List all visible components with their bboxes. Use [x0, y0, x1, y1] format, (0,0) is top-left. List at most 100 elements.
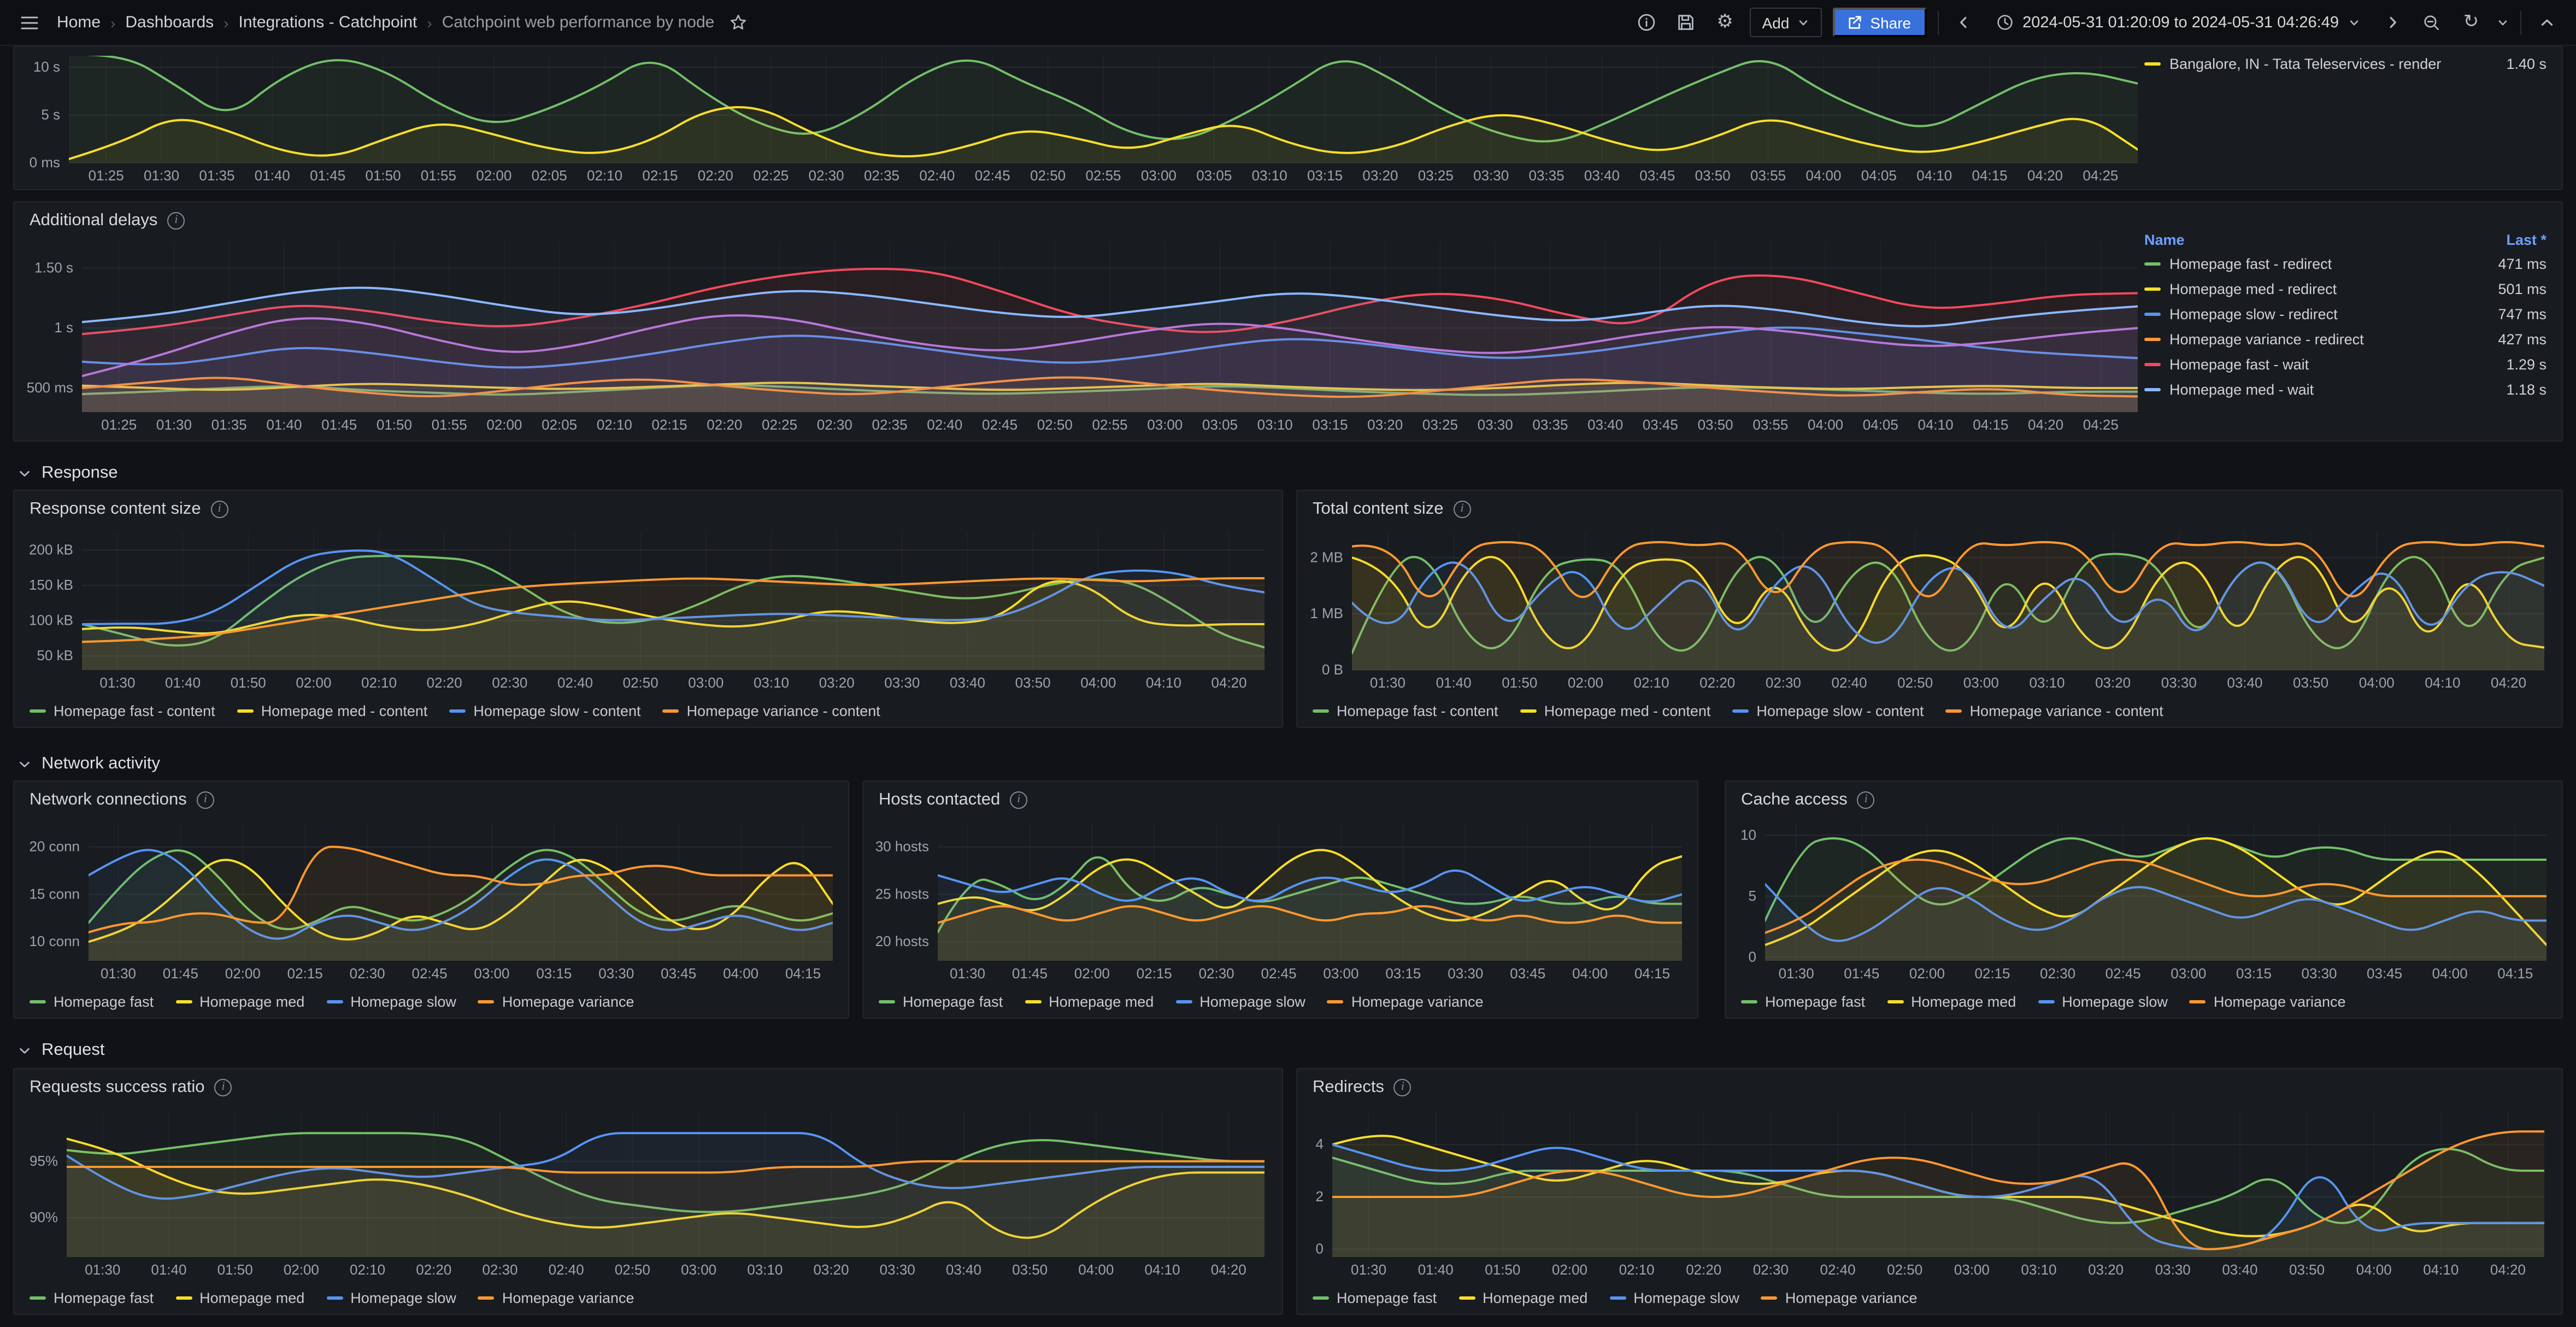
- svg-text:04:00: 04:00: [1808, 416, 1843, 433]
- breadcrumb-dashboards[interactable]: Dashboards: [125, 13, 214, 32]
- legend-item[interactable]: Homepage slow - content: [1732, 703, 1924, 719]
- legend-row[interactable]: Homepage variance - redirect 427 ms: [2142, 327, 2549, 352]
- legend-item[interactable]: Homepage med - content: [237, 703, 427, 719]
- legend-item[interactable]: Homepage fast: [879, 994, 1003, 1010]
- series-name: Homepage variance: [2213, 994, 2346, 1010]
- series-name: Homepage med - wait: [2169, 381, 2314, 398]
- panel-header[interactable]: Hosts contacted i: [863, 782, 1697, 812]
- info-icon[interactable]: i: [210, 501, 228, 518]
- legend-row[interactable]: Bangalore, IN - Tata Teleservices - rend…: [2142, 51, 2549, 77]
- breadcrumb-home[interactable]: Home: [57, 13, 101, 32]
- menu-icon[interactable]: [15, 8, 44, 37]
- legend-item[interactable]: Homepage slow: [1609, 1290, 1739, 1306]
- legend-item[interactable]: Homepage med: [1025, 994, 1154, 1010]
- info-icon[interactable]: i: [1010, 791, 1028, 809]
- time-shift-back-icon[interactable]: [1949, 8, 1978, 37]
- legend-row[interactable]: Homepage med - wait 1.18 s: [2142, 377, 2549, 402]
- panel-header[interactable]: Cache access i: [1726, 782, 2562, 812]
- legend-item[interactable]: Homepage med: [175, 994, 304, 1010]
- render-time-chart[interactable]: 0 ms 5 s 10 s 01:25 01:30 01:35 01:40 01:45 01:5…: [21, 49, 2146, 187]
- legend-item[interactable]: Homepage fast: [30, 1290, 154, 1306]
- legend-item[interactable]: Homepage slow: [2038, 994, 2168, 1010]
- legend-header-name[interactable]: Name: [2144, 232, 2185, 248]
- svg-text:02:10: 02:10: [1619, 1261, 1655, 1278]
- panel-header[interactable]: Redirects i: [1297, 1069, 2562, 1100]
- legend-item[interactable]: Homepage fast: [1741, 994, 1865, 1010]
- svg-text:02:00: 02:00: [225, 965, 261, 982]
- legend-item[interactable]: Homepage med: [175, 1290, 304, 1306]
- info-icon[interactable]: i: [196, 791, 214, 809]
- legend-item[interactable]: Homepage fast - content: [30, 703, 215, 719]
- dashboard-insights-icon[interactable]: [1632, 8, 1661, 37]
- breadcrumb-integrations-catchpoint[interactable]: Integrations - Catchpoint: [238, 13, 417, 32]
- svg-text:02:00: 02:00: [476, 167, 511, 184]
- dashboard-settings-icon[interactable]: ⚙: [1716, 11, 1733, 33]
- legend-item[interactable]: Homepage slow - content: [449, 703, 641, 719]
- response-content-chart[interactable]: 50 kB 100 kB 150 kB 200 kB 01:30 01:40 01:50 02…: [21, 526, 1273, 694]
- legend-row[interactable]: Homepage med - redirect 501 ms: [2142, 277, 2549, 302]
- info-icon[interactable]: i: [1857, 791, 1875, 809]
- legend-item[interactable]: Homepage fast: [30, 994, 154, 1010]
- legend-item[interactable]: Homepage slow: [326, 1290, 456, 1306]
- refresh-icon[interactable]: ↻: [2463, 11, 2479, 33]
- legend-item[interactable]: Homepage slow: [1175, 994, 1305, 1010]
- info-icon[interactable]: i: [1453, 501, 1471, 518]
- zoom-out-icon[interactable]: [2418, 8, 2446, 37]
- panel-header[interactable]: Additional delays i: [14, 202, 2562, 233]
- svg-text:01:35: 01:35: [211, 416, 247, 433]
- legend-item[interactable]: Homepage slow: [326, 994, 456, 1010]
- series-area: [89, 850, 833, 961]
- series-area: [67, 1133, 1265, 1257]
- section-response[interactable]: Response: [17, 463, 118, 483]
- breadcrumb: Home › Dashboards › Integrations - Catch…: [57, 8, 752, 37]
- share-button[interactable]: Share: [1833, 8, 1927, 37]
- save-dashboard-icon[interactable]: [1672, 8, 1700, 37]
- info-icon[interactable]: i: [167, 212, 185, 230]
- legend-item[interactable]: Homepage med: [1458, 1290, 1587, 1306]
- legend-item[interactable]: Homepage med - content: [1520, 703, 1710, 719]
- hosts-contacted-chart[interactable]: 20 hosts 25 hosts 30 hosts 01:30 01:45 02:00 0…: [870, 817, 1691, 985]
- legend-item[interactable]: Homepage variance - content: [662, 703, 880, 719]
- legend-item[interactable]: Homepage med: [1887, 994, 2016, 1010]
- add-button[interactable]: Add: [1750, 8, 1822, 37]
- legend-item[interactable]: Homepage variance: [1327, 994, 1484, 1010]
- legend-row[interactable]: Homepage fast - wait 1.29 s: [2142, 352, 2549, 377]
- panel-header[interactable]: Total content size i: [1297, 491, 2562, 521]
- panel-requests-success-ratio: Requests success ratio i 90% 95% 01:30 01:4…: [13, 1068, 1283, 1315]
- time-range-picker[interactable]: 2024-05-31 01:20:09 to 2024-05-31 04:26:…: [1989, 8, 2367, 37]
- legend-item[interactable]: Homepage fast - content: [1313, 703, 1498, 719]
- legend-header-last[interactable]: Last *: [2506, 232, 2546, 248]
- section-network-activity[interactable]: Network activity: [17, 754, 160, 774]
- series-area: [82, 581, 1265, 670]
- info-icon[interactable]: i: [1393, 1079, 1411, 1096]
- refresh-interval-caret-icon[interactable]: [2496, 16, 2509, 29]
- requests-success-ratio-chart[interactable]: 90% 95% 01:30 01:40 01:50 02:00 02:10 02:20 02:3…: [21, 1104, 1273, 1281]
- panel-header[interactable]: Network connections i: [14, 782, 848, 812]
- legend-row[interactable]: Homepage fast - redirect 471 ms: [2142, 251, 2549, 277]
- star-icon[interactable]: [724, 8, 752, 37]
- panel-header[interactable]: Response content size i: [14, 491, 1282, 521]
- redirects-chart[interactable]: 0 2 4 01:30 01:40 01:50 02:00 02:10 02:20 02:30 02…: [1304, 1104, 2553, 1281]
- info-icon[interactable]: i: [214, 1079, 232, 1096]
- time-shift-forward-icon[interactable]: [2378, 8, 2407, 37]
- total-content-chart[interactable]: 0 B 1 MB 2 MB 01:30 01:40 01:50 02:00 02:10 02:2…: [1304, 526, 2553, 694]
- legend-item[interactable]: Homepage variance: [478, 1290, 634, 1306]
- panel-header[interactable]: Requests success ratio i: [14, 1069, 1282, 1100]
- legend-item[interactable]: Homepage variance: [1761, 1290, 1918, 1306]
- series-line: [82, 286, 2138, 327]
- legend-row[interactable]: Homepage slow - redirect 747 ms: [2142, 302, 2549, 327]
- legend-item[interactable]: Homepage variance: [2189, 994, 2346, 1010]
- legend-item[interactable]: Homepage variance: [478, 994, 634, 1010]
- svg-text:5: 5: [1749, 888, 1756, 904]
- network-connections-chart[interactable]: 10 conn 15 conn 20 conn 01:30 01:45 02:00 02:1…: [21, 817, 842, 985]
- legend: Homepage fast - content Homepage med - co…: [1313, 703, 2163, 719]
- cache-access-chart[interactable]: 0 5 10 01:30 01:45 02:00 02:15 02:30 02:45 03:00 0…: [1732, 817, 2555, 985]
- legend-item[interactable]: Homepage variance - content: [1945, 703, 2163, 719]
- series-name: Homepage slow: [1199, 994, 1305, 1010]
- additional-delays-chart[interactable]: 500 ms 1 s 1.50 s 01:25 01:30 01:35 01:40 01:45…: [21, 235, 2146, 436]
- series-name: Homepage variance: [1351, 994, 1484, 1010]
- collapse-topbar-icon[interactable]: [2532, 8, 2561, 37]
- legend-item[interactable]: Homepage fast: [1313, 1290, 1437, 1306]
- section-request[interactable]: Request: [17, 1041, 104, 1060]
- svg-text:02:45: 02:45: [2106, 965, 2141, 982]
